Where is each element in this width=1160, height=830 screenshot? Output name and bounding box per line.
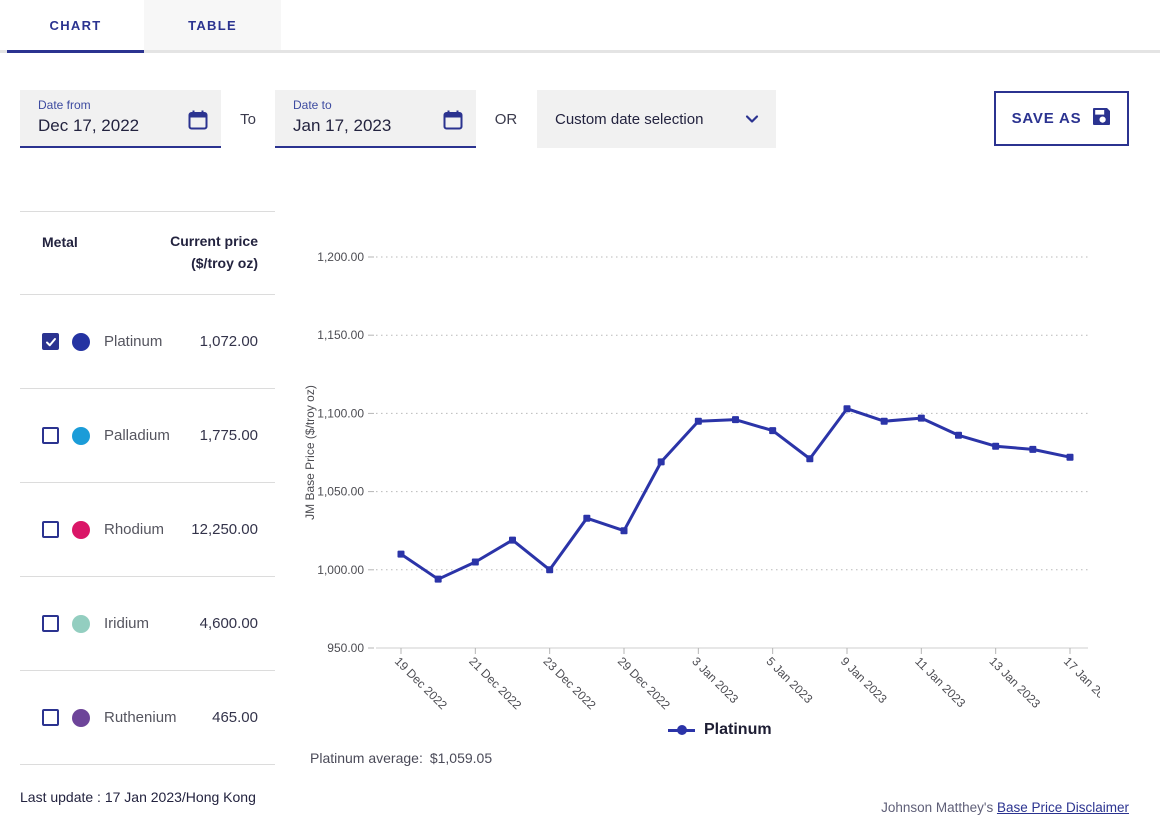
metal-rows: Platinum 1,072.00 Palladium 1,775.00 Rho… xyxy=(20,295,275,765)
svg-text:1,150.00: 1,150.00 xyxy=(317,328,364,342)
metal-color-dot xyxy=(72,426,90,445)
legend-marker-icon xyxy=(668,725,695,735)
svg-text:23 Dec 2022: 23 Dec 2022 xyxy=(541,654,599,712)
metal-checkbox[interactable] xyxy=(42,333,59,350)
metal-row: Iridium 4,600.00 xyxy=(20,577,275,671)
metal-checkbox[interactable] xyxy=(42,427,59,444)
average-label: Platinum average: xyxy=(310,750,423,766)
metal-price: 465.00 xyxy=(212,709,258,726)
metal-color-dot xyxy=(72,614,90,633)
metal-column-header: Metal xyxy=(42,234,78,250)
tab-chart[interactable]: CHART xyxy=(7,0,144,53)
svg-text:5 Jan 2023: 5 Jan 2023 xyxy=(764,654,816,706)
metal-color-dot xyxy=(72,708,90,727)
check-icon xyxy=(45,337,56,346)
last-update-text: Last update : 17 Jan 2023/Hong Kong xyxy=(20,789,256,805)
tab-table[interactable]: TABLE xyxy=(144,0,281,50)
metal-name: Ruthenium xyxy=(104,709,177,726)
svg-text:1,000.00: 1,000.00 xyxy=(317,563,364,577)
platinum-price-chart: 950.00 1,000.00 1,050.00 1,100.00 1,150.00 1,… xyxy=(303,250,1100,712)
metal-row: Ruthenium 465.00 xyxy=(20,671,275,765)
calendar-icon[interactable] xyxy=(442,109,464,136)
svg-text:11 Jan 2023: 11 Jan 2023 xyxy=(912,654,968,710)
svg-text:JM Base Price ($/troy oz): JM Base Price ($/troy oz) xyxy=(303,385,317,520)
metal-row: Platinum 1,072.00 xyxy=(20,295,275,389)
calendar-icon[interactable] xyxy=(187,109,209,136)
metal-list: Metal Current price ($/troy oz) Platinum… xyxy=(20,211,275,765)
date-preset-value: Custom date selection xyxy=(555,110,704,128)
metal-list-header: Metal Current price ($/troy oz) xyxy=(20,211,275,295)
tab-chart-label: CHART xyxy=(49,17,102,33)
svg-text:950.00: 950.00 xyxy=(327,641,364,655)
base-price-disclaimer-link[interactable]: Base Price Disclaimer xyxy=(996,800,1129,815)
svg-text:1,050.00: 1,050.00 xyxy=(317,485,364,499)
platinum-average: Platinum average: $1,059.05 xyxy=(310,750,492,766)
svg-text:1,200.00: 1,200.00 xyxy=(317,250,364,264)
date-from-label: Date from xyxy=(38,98,91,112)
date-preset-select[interactable]: Custom date selection xyxy=(537,90,776,148)
disclaimer-prefix: Johnson Matthey's xyxy=(881,800,997,815)
metal-name: Palladium xyxy=(104,427,170,444)
svg-text:17 Jan 2023: 17 Jan 2023 xyxy=(1061,654,1100,711)
svg-text:13 Jan 2023: 13 Jan 2023 xyxy=(987,654,1044,711)
metal-color-dot xyxy=(72,332,90,351)
metal-row: Rhodium 12,250.00 xyxy=(20,483,275,577)
disclaimer: Johnson Matthey's Base Price Disclaimer xyxy=(881,800,1129,815)
save-as-label: SAVE AS xyxy=(1011,110,1082,127)
legend-label: Platinum xyxy=(704,721,772,738)
date-from-value: Dec 17, 2022 xyxy=(38,116,140,135)
metal-price: 12,250.00 xyxy=(191,521,258,538)
to-label: To xyxy=(240,111,256,128)
date-to-value: Jan 17, 2023 xyxy=(293,116,392,135)
metal-name: Platinum xyxy=(104,333,163,350)
svg-text:19 Dec 2022: 19 Dec 2022 xyxy=(392,654,450,712)
date-from-field[interactable]: Date from Dec 17, 2022 xyxy=(20,90,221,148)
save-as-button[interactable]: SAVE AS xyxy=(994,91,1129,146)
svg-text:29 Dec 2022: 29 Dec 2022 xyxy=(615,654,673,712)
metal-price: 1,072.00 xyxy=(199,333,258,350)
metal-checkbox[interactable] xyxy=(42,709,59,726)
tab-bar: CHART TABLE xyxy=(0,0,1160,53)
date-to-field[interactable]: Date to Jan 17, 2023 xyxy=(275,90,476,148)
metal-checkbox[interactable] xyxy=(42,615,59,632)
metal-price: 1,775.00 xyxy=(199,427,258,444)
tab-table-label: TABLE xyxy=(188,17,237,33)
or-label: OR xyxy=(494,111,518,128)
metal-color-dot xyxy=(72,520,90,539)
metal-name: Rhodium xyxy=(104,521,165,538)
svg-text:21 Dec 2022: 21 Dec 2022 xyxy=(466,654,524,712)
metal-name: Iridium xyxy=(104,615,150,632)
svg-text:3 Jan 2023: 3 Jan 2023 xyxy=(689,654,741,706)
metal-checkbox[interactable] xyxy=(42,521,59,538)
svg-text:9 Jan 2023: 9 Jan 2023 xyxy=(838,654,890,706)
svg-text:1,100.00: 1,100.00 xyxy=(317,406,364,420)
price-column-header: Current price ($/troy oz) xyxy=(170,233,258,271)
chevron-down-icon xyxy=(745,115,759,123)
metal-price: 4,600.00 xyxy=(199,615,258,632)
metal-row: Palladium 1,775.00 xyxy=(20,389,275,483)
date-to-label: Date to xyxy=(293,98,332,112)
average-value: $1,059.05 xyxy=(429,750,493,766)
legend-item-platinum[interactable]: Platinum xyxy=(668,721,772,739)
save-icon xyxy=(1092,107,1111,130)
